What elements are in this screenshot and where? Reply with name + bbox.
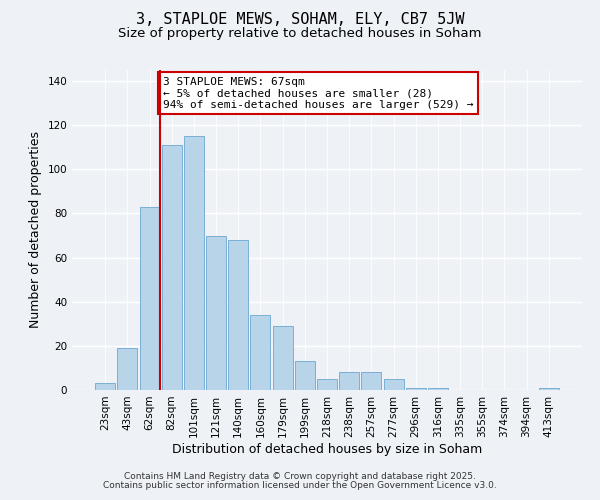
Bar [206,236,226,390]
Bar [406,388,426,390]
Bar [339,372,359,390]
Bar [118,348,137,390]
Bar [95,384,115,390]
Bar [272,326,293,390]
Bar [361,372,382,390]
Bar [250,315,271,390]
Bar [184,136,204,390]
Y-axis label: Number of detached properties: Number of detached properties [29,132,42,328]
Text: Contains HM Land Registry data © Crown copyright and database right 2025.: Contains HM Land Registry data © Crown c… [124,472,476,481]
Bar [140,207,160,390]
Text: Contains public sector information licensed under the Open Government Licence v3: Contains public sector information licen… [103,481,497,490]
Text: Size of property relative to detached houses in Soham: Size of property relative to detached ho… [118,28,482,40]
Bar [428,388,448,390]
Text: 3 STAPLOE MEWS: 67sqm
← 5% of detached houses are smaller (28)
94% of semi-detac: 3 STAPLOE MEWS: 67sqm ← 5% of detached h… [163,76,473,110]
Bar [228,240,248,390]
Text: 3, STAPLOE MEWS, SOHAM, ELY, CB7 5JW: 3, STAPLOE MEWS, SOHAM, ELY, CB7 5JW [136,12,464,28]
Bar [539,388,559,390]
Bar [295,362,315,390]
Bar [317,379,337,390]
X-axis label: Distribution of detached houses by size in Soham: Distribution of detached houses by size … [172,442,482,456]
Bar [383,379,404,390]
Bar [162,145,182,390]
